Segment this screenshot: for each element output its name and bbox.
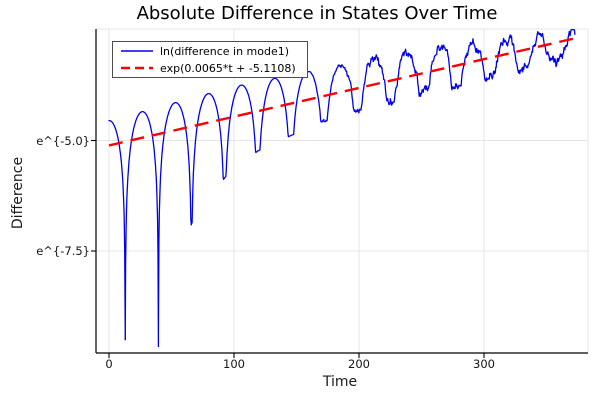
blue-line-swatch-icon [121,50,153,52]
x-tick-label-300: 300 [473,357,495,371]
x-axis-label: Time [322,374,358,390]
chart-title: Absolute Difference in States Over Time [136,3,498,24]
legend-entry-red: exp(0.0065*t + -5.1108) [118,60,307,77]
legend-entry-blue: ln(difference in mode1) [118,43,307,60]
x-tick-label-100: 100 [223,357,245,371]
red-trend-line [108,37,576,147]
x-tick-label-200: 200 [348,357,370,371]
x-tick-label-0: 0 [105,357,113,371]
legend-box: ln(difference in mode1) exp(0.0065*t + -… [112,41,308,78]
legend-label-red: exp(0.0065*t + -5.1108) [160,61,296,75]
y-tick-label-e-7-5: e^{-7.5} [36,244,90,258]
y-axis-label: Difference [10,156,26,230]
y-tick-label-e-5: e^{-5.0} [36,134,90,148]
red-dashed-swatch-icon [121,66,153,70]
blue-series-curve [108,29,576,348]
legend-label-blue: ln(difference in mode1) [160,44,290,58]
